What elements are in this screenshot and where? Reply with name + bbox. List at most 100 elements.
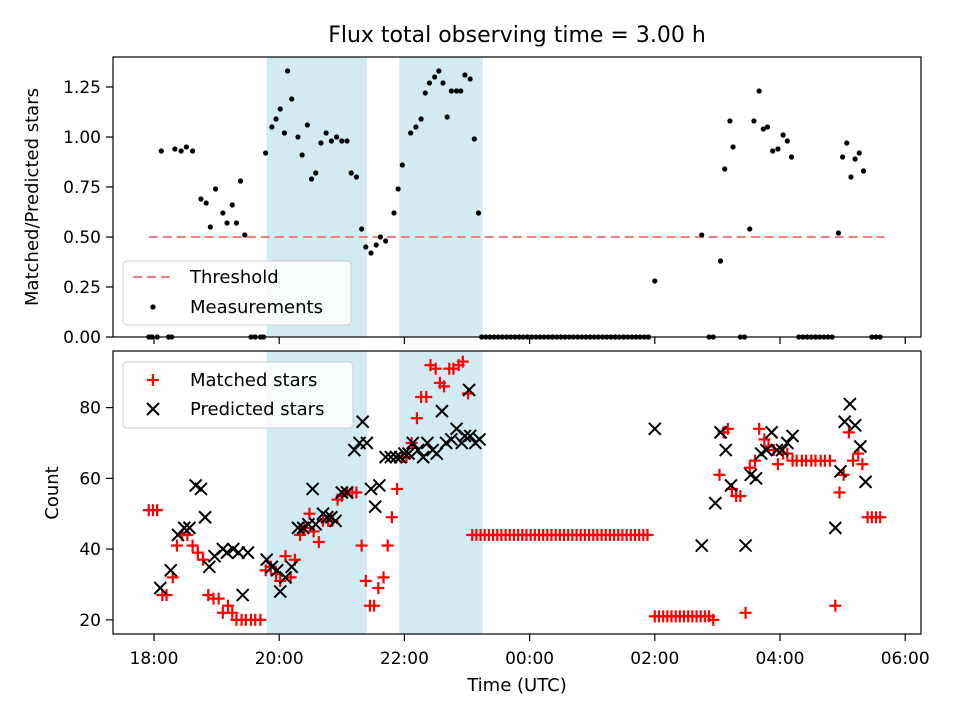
measurement-point [198,196,204,202]
measurement-point [467,76,473,82]
matched-star-marker [279,550,292,563]
matched-star-marker [222,599,235,612]
matched-star-marker [400,451,413,464]
predicted-star-marker [401,446,416,461]
predicted-star-marker [463,429,477,443]
predicted-star-marker [153,581,167,595]
matched-star-marker [781,447,794,460]
bottom-legend: Matched stars Predicted stars [122,361,354,429]
measurement-point [281,130,288,136]
predicted-star-marker [472,432,487,447]
predicted-star-marker [833,464,848,478]
predicted-star-marker [397,446,412,461]
predicted-star-marker [285,560,299,574]
predicted-star-marker [724,478,738,493]
x-tick-label: 04:00 [756,649,805,669]
matched-star-marker [377,571,390,584]
predicted-star-marker [848,418,862,432]
matched-star-marker [381,539,394,552]
x-tick-label: 20:00 [255,649,304,669]
measurement-point [751,118,757,124]
matched-star-marker [713,468,726,481]
measurement-point [426,80,433,86]
measurement-point [727,118,733,124]
measurement-point [760,126,766,132]
predicted-star-marker [780,436,795,450]
measurement-point [399,162,405,168]
measurement-point [784,138,790,144]
legend-matched-swatch [147,374,159,386]
matched-star-marker [391,482,404,495]
measurement-point [383,238,389,244]
measurement-point [770,148,776,154]
legend-threshold-label: Threshold [189,267,279,288]
measurement-point [408,130,414,136]
measurement-point [220,210,226,216]
measurement-point [458,88,464,94]
predicted-star-marker [785,429,800,443]
top-y-axis-label: Matched/Predicted stars [22,88,43,306]
matched-star-marker [753,422,766,435]
predicted-star-marker [420,436,435,450]
predicted-star-marker [241,545,255,560]
predicted-star-marker [858,475,873,489]
predicted-star-marker [328,514,343,528]
measurement-point [212,186,219,192]
legend-matched-label: Matched stars [190,370,317,391]
measurement-point [788,154,795,160]
measurement-point [747,226,753,232]
matched-star-marker [456,355,469,368]
matched-star-marker [372,582,385,595]
measurement-point [775,146,781,152]
measurement-point [299,152,305,158]
measurement-point [418,116,424,122]
measurement-point [348,170,354,176]
predicted-star-marker [770,443,784,457]
measurement-point [730,144,736,150]
matched-star-marker [385,511,398,524]
x-tick-label: 00:00 [505,649,554,669]
predicted-star-marker [738,538,753,553]
predicted-star-marker [435,404,449,418]
measurement-point [333,134,340,140]
measurement-point [440,80,446,86]
top-panel: 0.00 0.25 0.50 0.75 1.00 1.25 Matched/Predict… [22,56,922,348]
measurement-point [207,224,213,230]
matched-star-marker [355,539,368,552]
measurement-point [233,220,240,226]
predicted-star-marker [411,443,425,457]
measurement-point [699,232,705,238]
observing-window-shade [399,57,483,337]
legend-measurements-label: Measurements [190,297,323,318]
measurement-point [377,234,384,240]
measurement-point [289,96,295,102]
measurement-point [462,72,468,78]
measurement-point [391,210,397,216]
x-tick-label: 02:00 [630,649,679,669]
predicted-star-marker [462,383,476,397]
matched-star-marker [833,486,846,499]
predicted-stars-points [153,383,873,602]
predicted-star-marker [163,563,178,578]
predicted-star-marker [372,478,387,493]
measurement-point [848,174,854,180]
predicted-star-marker [364,482,378,496]
measurement-point [224,220,230,226]
matched-star-marker [303,507,316,520]
bottom-y-ticks: 20 40 60 80 [79,399,113,631]
x-tick-label: 18:00 [130,649,179,669]
matched-star-marker [350,486,363,499]
top-shaded-regions [266,57,483,337]
legend-predicted-swatch [146,402,160,416]
matched-star-marker [429,362,442,375]
y-tick-label: 1.25 [63,78,101,98]
predicted-star-marker [837,415,852,429]
measurement-point [395,186,401,192]
predicted-star-marker [291,521,305,535]
predicted-star-marker [235,588,250,602]
matched-star-marker [274,574,287,587]
measurement-point [304,122,310,128]
measurement-point [373,242,379,248]
measurement-point [269,124,275,130]
predicted-star-marker [305,482,320,496]
